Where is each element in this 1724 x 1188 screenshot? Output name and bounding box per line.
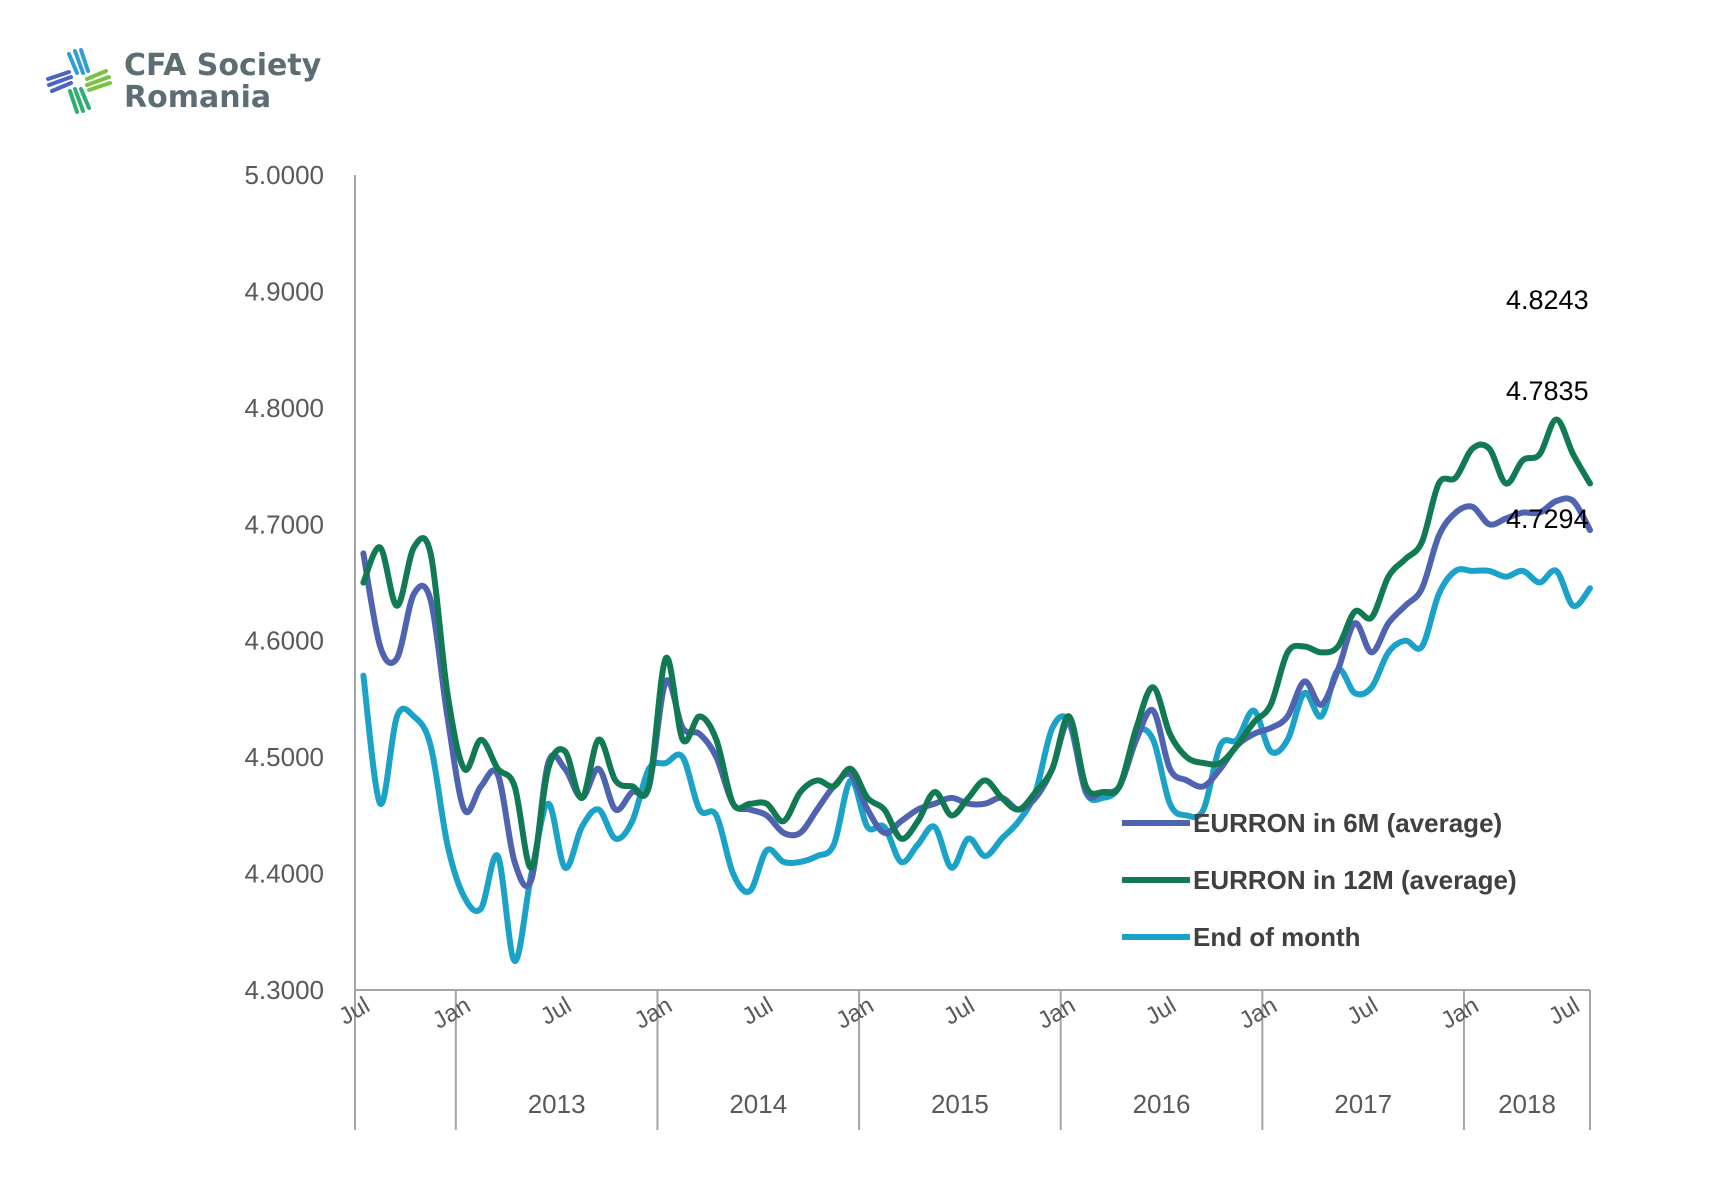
- cfa-logo-text: CFA Society Romania: [124, 50, 321, 114]
- logo-line-1: CFA Society: [124, 48, 322, 83]
- y-tick-label: 4.9000: [244, 276, 324, 306]
- x-tick-label: Jul: [334, 992, 374, 1031]
- y-tick-label: 4.6000: [244, 626, 324, 656]
- end-value-label: 4.7835: [1506, 376, 1589, 406]
- year-label: 2016: [1133, 1089, 1191, 1119]
- chart-legend: EURRON in 6M (average) EURRON in 12M (ave…: [1122, 808, 1517, 952]
- y-tick-label: 4.4000: [244, 859, 324, 889]
- series-line-2: [360, 566, 1593, 964]
- y-axis-ticks: 5.0000 4.9000 4.8000 4.7000 4.6000 4.5000 4.40…: [244, 160, 324, 1005]
- legend-label: EURRON in 12M (average): [1193, 865, 1517, 895]
- x-tick-label: Jul: [738, 992, 778, 1031]
- cfa-logo-icon: [46, 48, 112, 114]
- x-tick-label: Jan: [1235, 992, 1282, 1035]
- x-tick-label: Jul: [1544, 992, 1584, 1031]
- x-tick-label: Jul: [1141, 992, 1181, 1031]
- y-tick-label: 4.3000: [244, 975, 324, 1005]
- legend-label: End of month: [1193, 922, 1361, 952]
- x-tick-label: Jan: [428, 992, 475, 1035]
- chart-series: [360, 416, 1593, 964]
- logo-line-2: Romania: [124, 80, 272, 115]
- year-label: 2015: [931, 1089, 989, 1119]
- x-tick-label: Jan: [1033, 992, 1080, 1035]
- x-tick-label: Jan: [1436, 992, 1483, 1035]
- x-tick-label: Jul: [939, 992, 979, 1031]
- x-tick-label: Jan: [831, 992, 878, 1035]
- y-tick-label: 4.8000: [244, 393, 324, 423]
- year-label: 2014: [729, 1089, 787, 1119]
- x-axis-ticks: Jul Jan Jul Jan Jul Jan Jul Jan Jul Jan Jul Jan Jul 2…: [334, 992, 1584, 1119]
- end-value-label: 4.7294: [1506, 504, 1589, 534]
- x-tick-label: Jul: [1342, 992, 1382, 1031]
- chart-axes: [354, 175, 1591, 1130]
- end-value-label: 4.8243: [1506, 285, 1589, 315]
- year-label: 2018: [1498, 1089, 1556, 1119]
- legend-label: EURRON in 6M (average): [1193, 808, 1502, 838]
- x-tick-label: Jan: [630, 992, 677, 1035]
- end-labels: 4.7835 4.8243 4.7294: [1506, 285, 1589, 534]
- x-tick-label: Jul: [536, 992, 576, 1031]
- y-tick-label: 5.0000: [244, 160, 324, 190]
- year-label: 2013: [528, 1089, 586, 1119]
- y-tick-label: 4.7000: [244, 509, 324, 539]
- cfa-logo: CFA Society Romania: [44, 46, 324, 126]
- series-line-1: [360, 416, 1593, 871]
- year-label: 2017: [1334, 1089, 1392, 1119]
- y-tick-label: 4.5000: [244, 742, 324, 772]
